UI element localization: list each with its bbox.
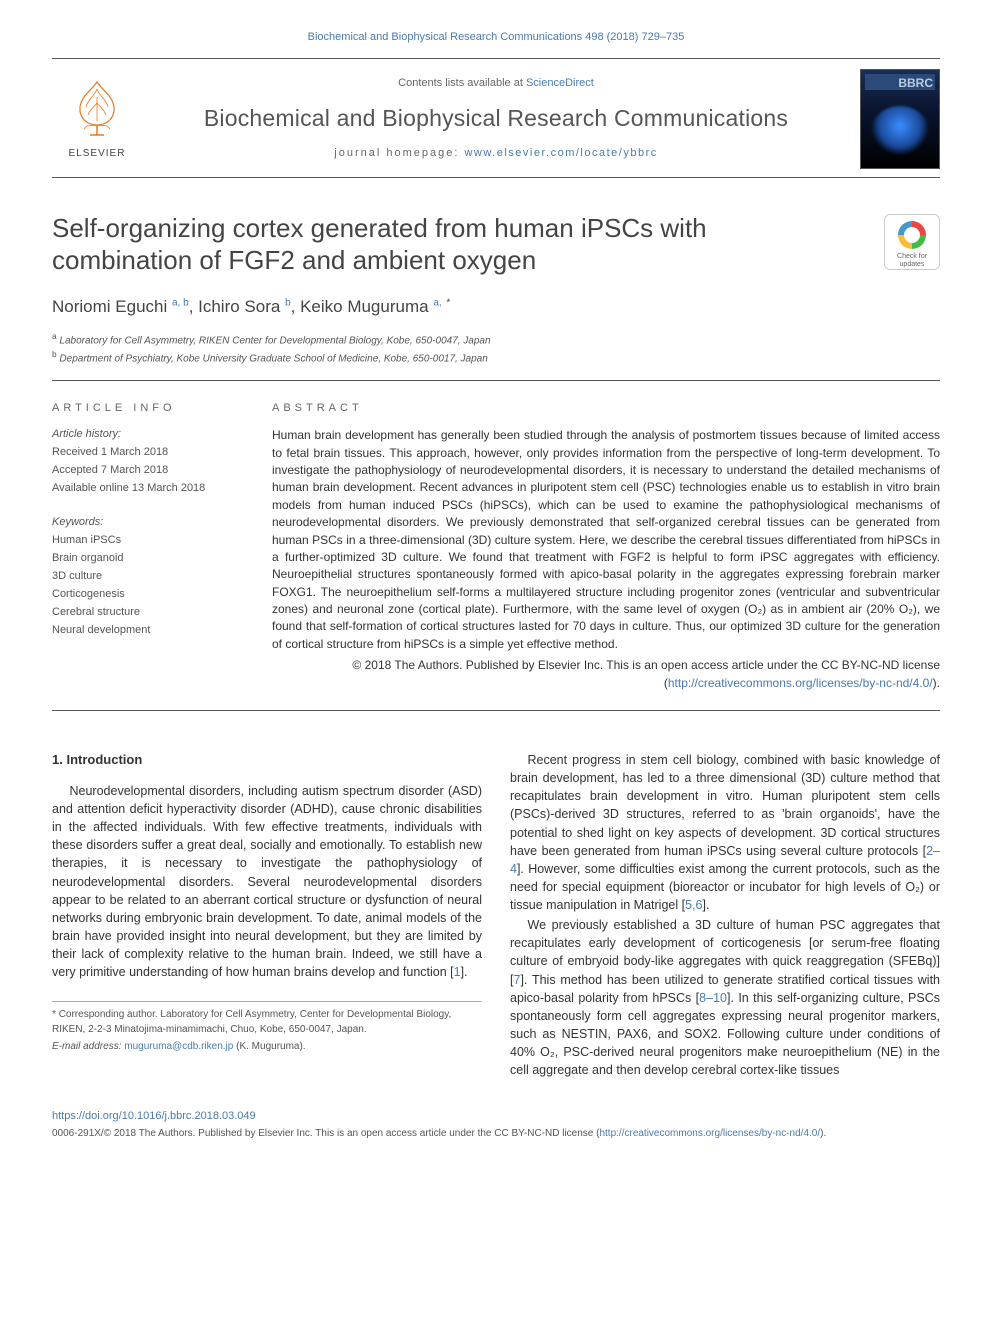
keyword: Brain organoid [52,551,248,567]
keyword: 3D culture [52,569,248,585]
crossmark-badge[interactable]: Check for updates [884,214,940,270]
info-abstract-row: ARTICLE INFO Article history: Received 1… [52,401,940,711]
online-date: Available online 13 March 2018 [52,481,248,497]
cite-5-6[interactable]: 5,6 [685,898,702,912]
crossmark-icon [898,221,926,249]
footer-copyright: 0006-291X/© 2018 The Authors. Published … [52,1127,940,1142]
homepage-line: journal homepage: www.elsevier.com/locat… [142,146,850,162]
intro-p3: We previously established a 3D culture o… [510,916,940,1079]
footer-copyright-close: ). [820,1128,826,1139]
abs-copyright-close: ). [933,676,940,690]
cite-1[interactable]: 1 [454,965,461,979]
abstract-heading: ABSTRACT [272,401,940,417]
running-head: Biochemical and Biophysical Research Com… [52,30,940,46]
keyword: Corticogenesis [52,587,248,603]
corresp-text: Corresponding author. Laboratory for Cel… [52,1009,451,1035]
homepage-label: journal homepage: [334,147,464,159]
corresp-email-link[interactable]: muguruma@cdb.riken.jp [124,1041,233,1052]
corresp-star: * [52,1009,56,1020]
abs-license-link[interactable]: http://creativecommons.org/licenses/by-n… [668,676,933,690]
keyword: Human iPSCs [52,533,248,549]
title-block: Self-organizing cortex generated from hu… [52,212,940,366]
abstract-copyright: © 2018 The Authors. Published by Elsevie… [272,657,940,692]
accepted-date: Accepted 7 March 2018 [52,463,248,479]
intro-p1: Neurodevelopmental disorders, including … [52,782,482,981]
article-history: Article history: Received 1 March 2018 A… [52,427,248,497]
cover-abbrev: BBRC [898,75,933,92]
footer-license-link[interactable]: http://creativecommons.org/licenses/by-n… [599,1128,820,1139]
authors: Noriomi Eguchi a, b, Ichiro Sora b, Keik… [52,295,940,320]
masthead-center: Contents lists available at ScienceDirec… [142,76,850,161]
masthead-right: BBRC [850,69,940,169]
corresp-email-suffix: (K. Muguruma). [233,1041,305,1052]
corresponding-note: * Corresponding author. Laboratory for C… [52,1001,482,1055]
publisher-block: ELSEVIER [52,77,142,161]
article-info-heading: ARTICLE INFO [52,401,248,417]
contents-line: Contents lists available at ScienceDirec… [142,76,850,92]
affiliations: a Laboratory for Cell Asymmetry, RIKEN C… [52,330,940,367]
keywords-block: Keywords: Human iPSCs Brain organoid 3D cu… [52,515,248,639]
history-label: Article history: [52,427,248,443]
journal-cover-thumb: BBRC [860,69,940,169]
footer-copyright-text: 0006-291X/© 2018 The Authors. Published … [52,1128,599,1139]
section-heading-intro: 1. Introduction [52,751,482,770]
journal-title: Biochemical and Biophysical Research Com… [142,102,850,135]
intro-p2: Recent progress in stem cell biology, co… [510,751,940,914]
crossmark-label-2: updates [885,261,939,269]
sciencedirect-link[interactable]: ScienceDirect [526,77,594,89]
received-date: Received 1 March 2018 [52,445,248,461]
crossmark-label-1: Check for [885,253,939,261]
body-columns: 1. Introduction Neurodevelopmental disor… [52,751,940,1079]
masthead: ELSEVIER Contents lists available at Sci… [52,58,940,178]
doi-line: https://doi.org/10.1016/j.bbrc.2018.03.0… [52,1109,940,1125]
running-head-link[interactable]: Biochemical and Biophysical Research Com… [308,31,685,43]
page-footer: https://doi.org/10.1016/j.bbrc.2018.03.0… [52,1099,940,1141]
contents-prefix: Contents lists available at [398,77,526,89]
article-info-column: ARTICLE INFO Article history: Received 1… [52,401,272,692]
affiliation: a Laboratory for Cell Asymmetry, RIKEN C… [52,330,940,348]
elsevier-tree-icon [70,77,125,137]
title-rule [52,380,940,381]
abstract-column: ABSTRACT Human brain development has gen… [272,401,940,692]
abstract-text: Human brain development has generally be… [272,427,940,653]
affiliation: b Department of Psychiatry, Kobe Univers… [52,348,940,366]
doi-link[interactable]: https://doi.org/10.1016/j.bbrc.2018.03.0… [52,1110,256,1122]
homepage-link[interactable]: www.elsevier.com/locate/ybbrc [464,147,657,159]
article-title: Self-organizing cortex generated from hu… [52,212,940,277]
keyword: Neural development [52,623,248,639]
publisher-name: ELSEVIER [52,147,142,162]
cite-8-10[interactable]: 8–10 [699,991,727,1005]
email-label: E-mail address: [52,1041,124,1052]
keywords-label: Keywords: [52,515,248,531]
keyword: Cerebral structure [52,605,248,621]
